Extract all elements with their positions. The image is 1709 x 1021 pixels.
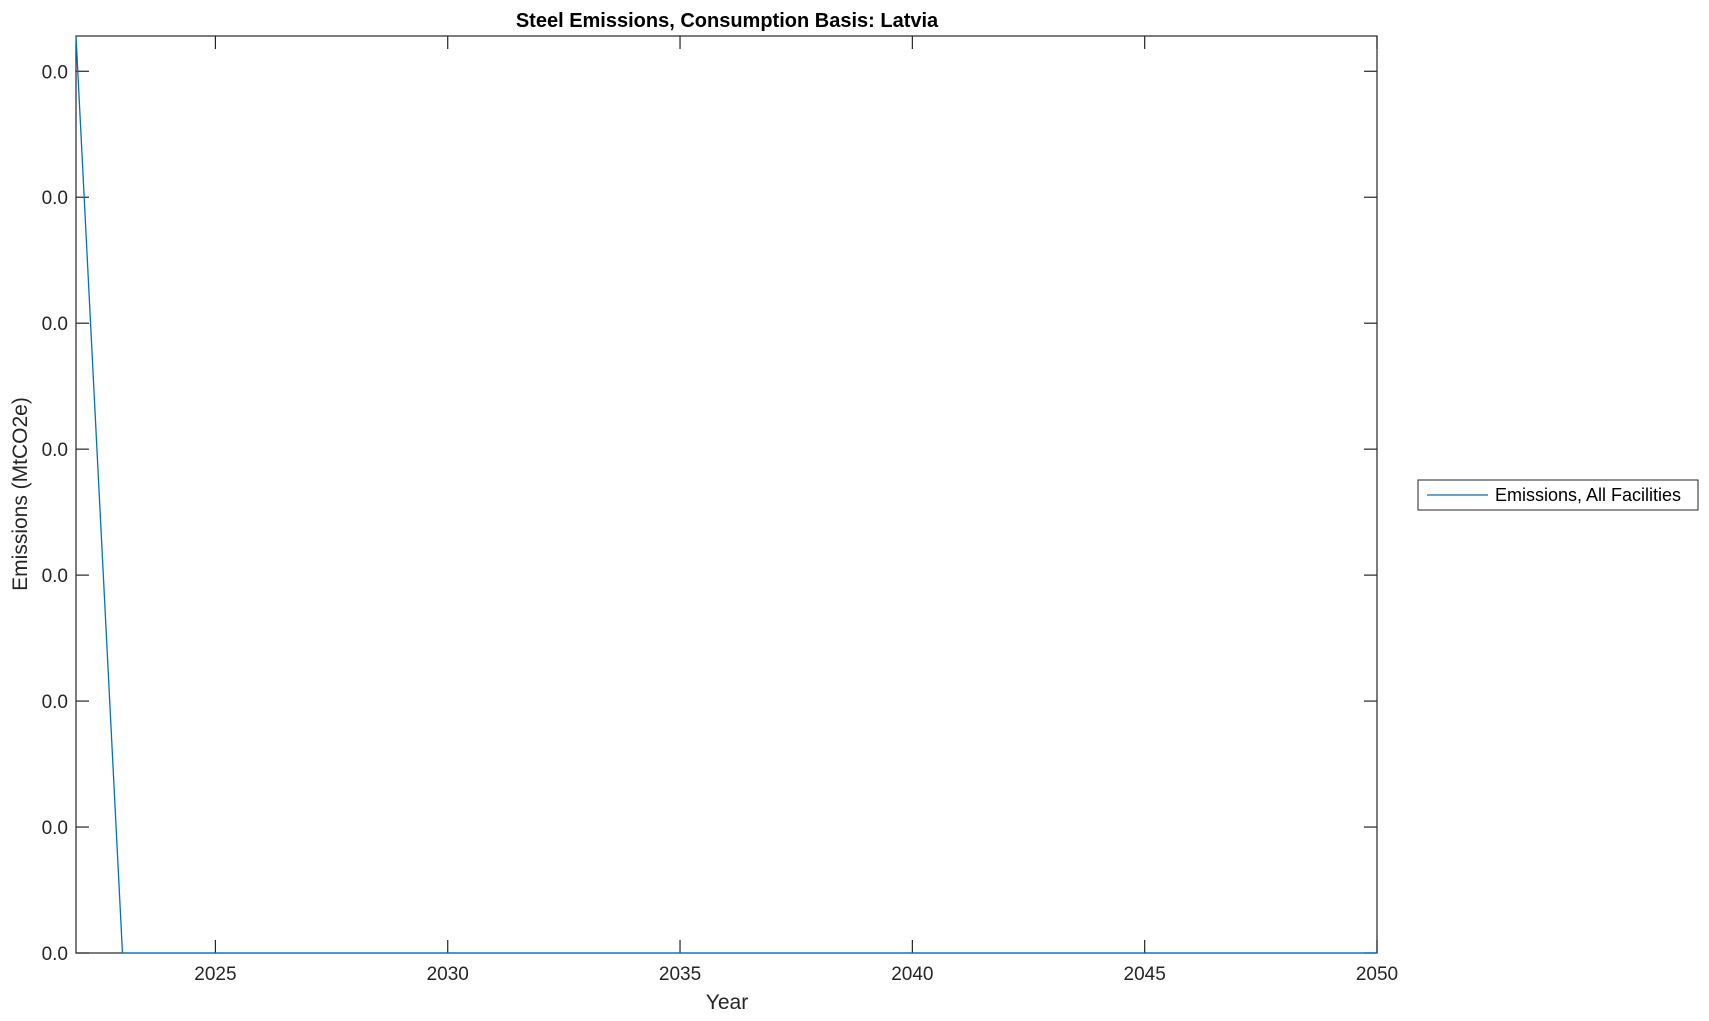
x-axis-label: Year (706, 991, 748, 1014)
x-tick-label: 2050 (1356, 964, 1398, 985)
x-tick-label: 2030 (427, 964, 469, 985)
y-tick-label: 0.0 (42, 440, 68, 461)
y-tick-label: 0.0 (42, 818, 68, 839)
y-tick-label: 0.0 (42, 566, 68, 587)
series-line-emissions-all-facilities (75, 35, 1377, 954)
x-tick-label: 2025 (194, 964, 236, 985)
chart-title: Steel Emissions, Consumption Basis: Latv… (516, 10, 939, 32)
y-tick-label: 0.0 (42, 314, 68, 335)
y-tick-label: 0.0 (42, 188, 68, 209)
y-tick-label: 0.0 (42, 62, 68, 83)
x-tick-label: 2035 (659, 964, 701, 985)
x-tick-label: 2045 (1124, 964, 1166, 985)
legend-label: Emissions, All Facilities (1495, 485, 1681, 505)
legend: Emissions, All Facilities (1417, 479, 1699, 511)
plot-area (75, 35, 1378, 954)
y-tick-label: 0.0 (42, 692, 68, 713)
y-axis-label: Emissions (MtCO2e) (9, 397, 32, 591)
y-tick-label: 0.0 (42, 944, 68, 965)
x-tick-label: 2040 (891, 964, 933, 985)
